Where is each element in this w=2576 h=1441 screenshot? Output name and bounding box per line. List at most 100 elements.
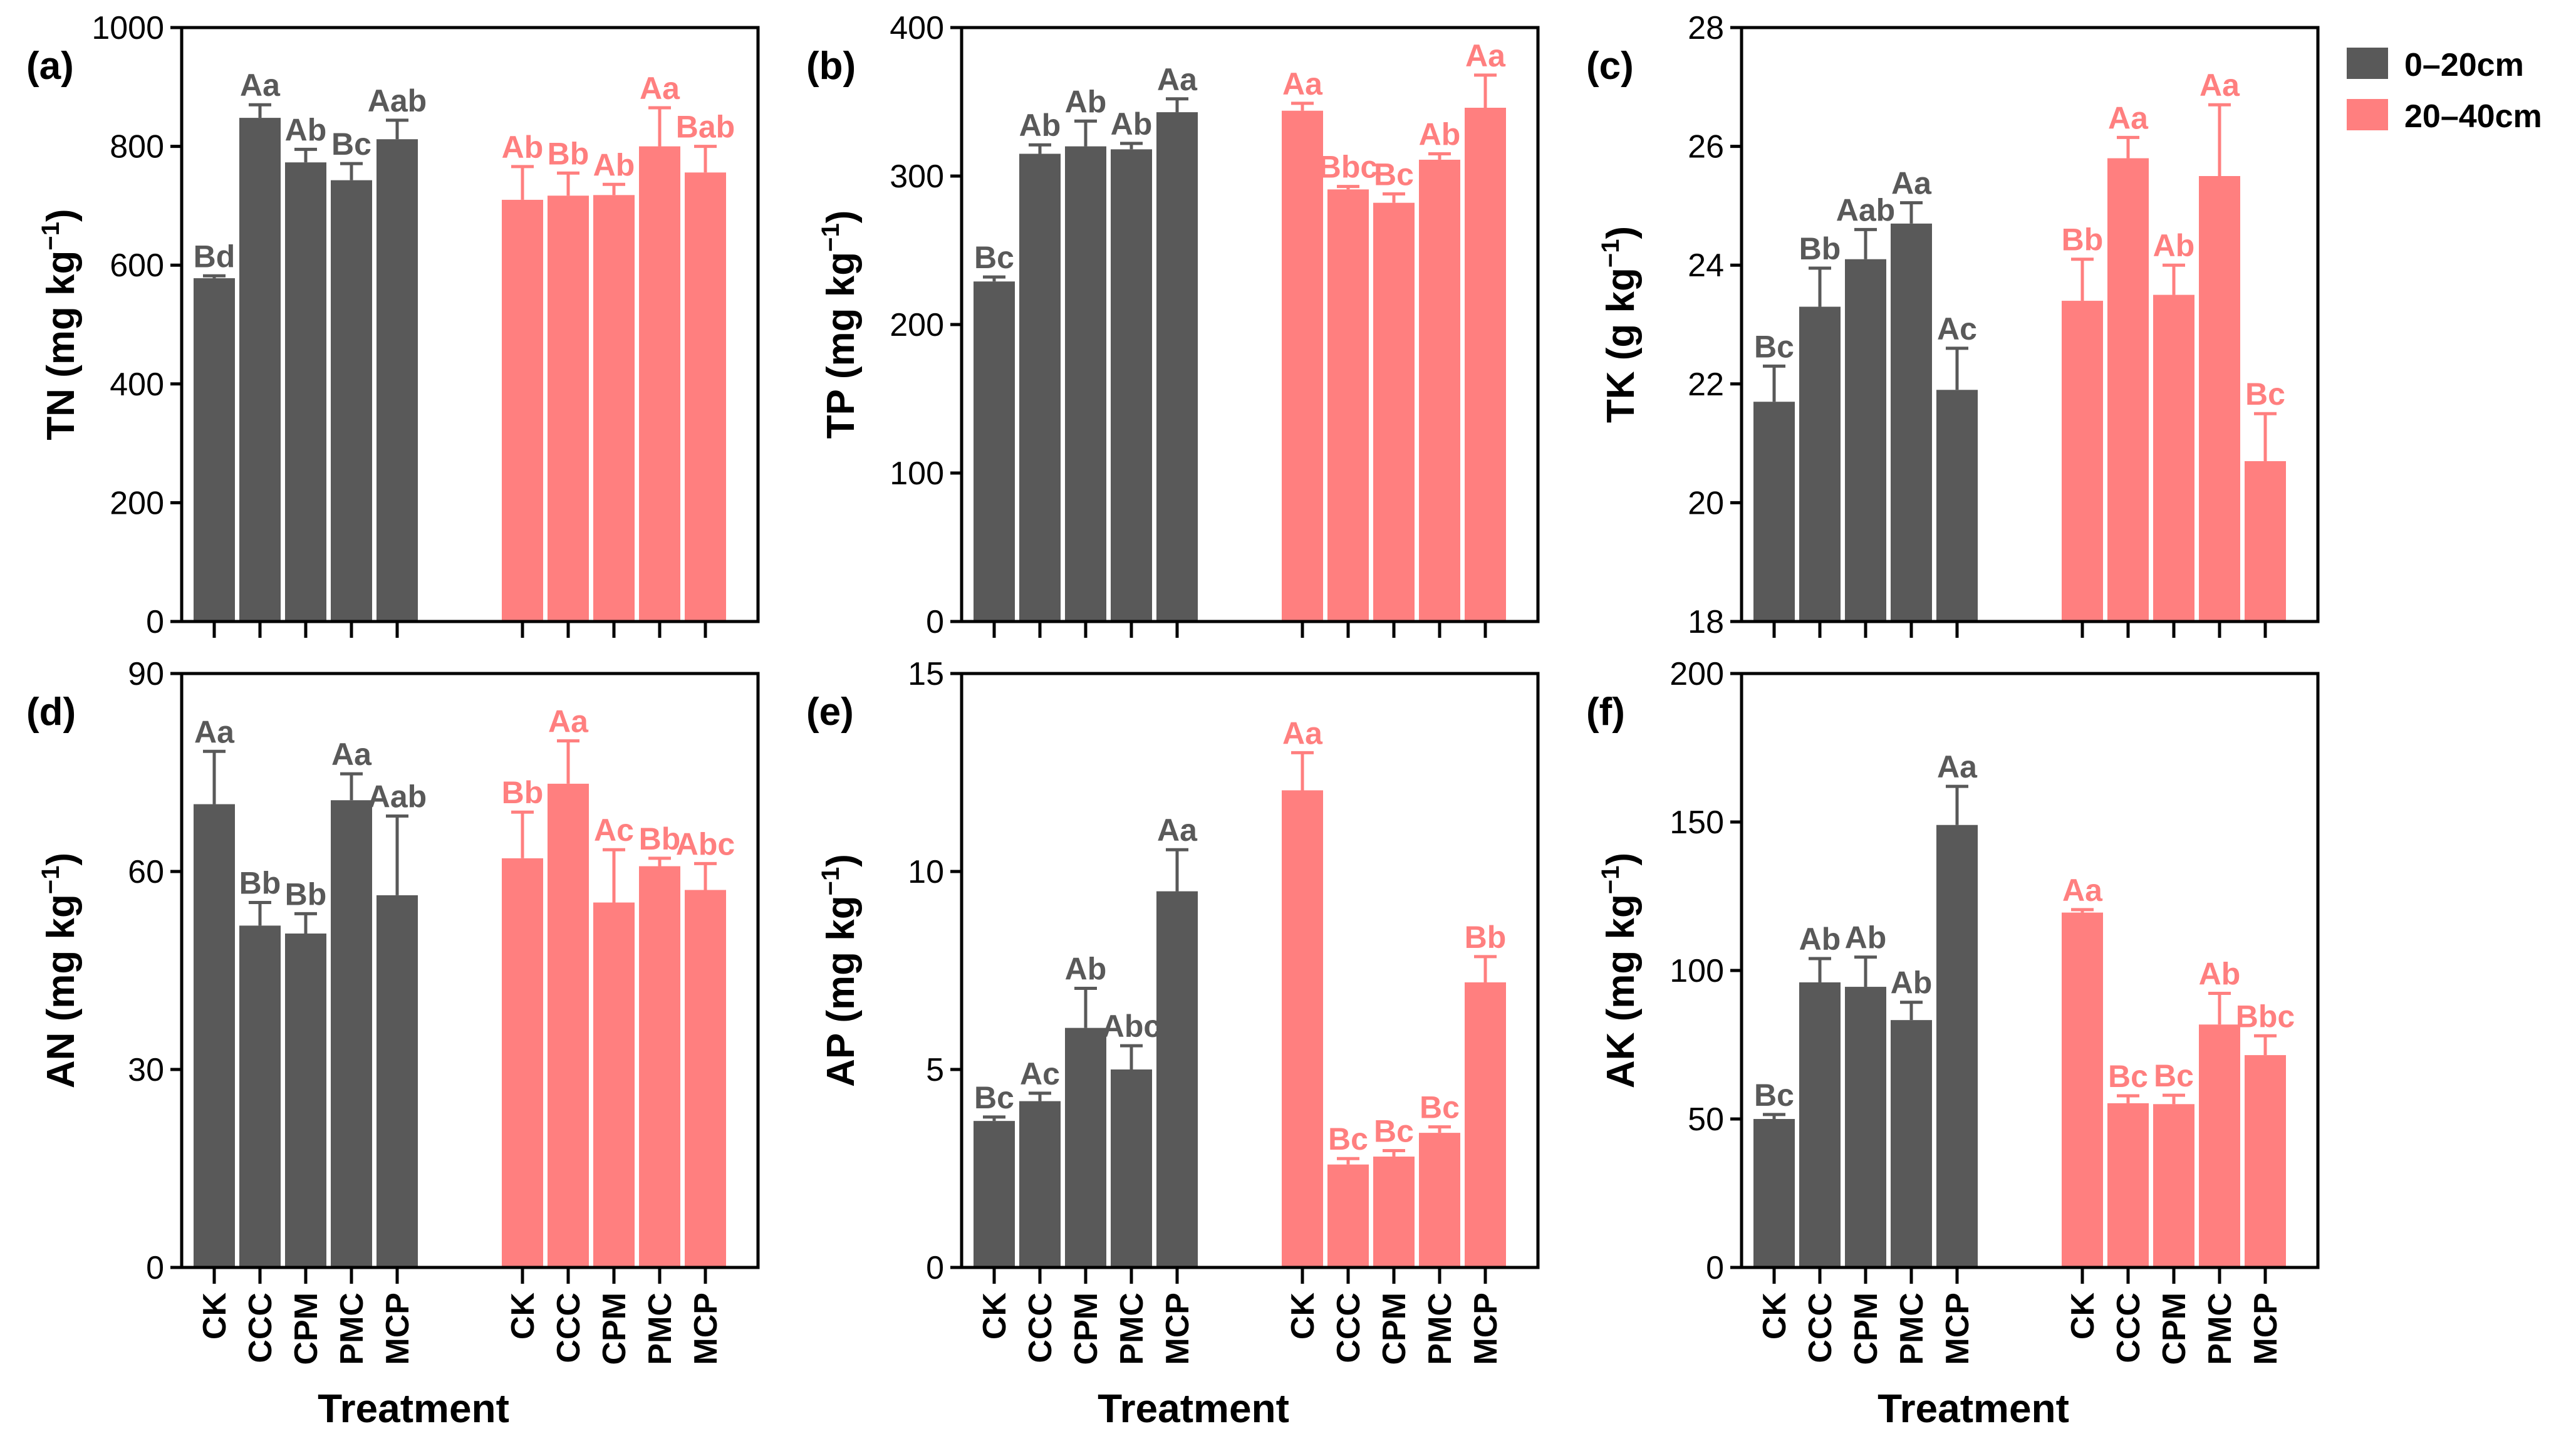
significance-letter: Aa (1937, 749, 1978, 784)
bar-ccc-series-2 (548, 783, 589, 1267)
significance-letter: Bbc (2236, 999, 2295, 1034)
x-category-label-mcp: MCP (1468, 1293, 1504, 1365)
significance-letter: Aa (1282, 66, 1323, 101)
significance-letter: Ab (1799, 922, 1841, 957)
significance-letter: Ac (594, 813, 634, 848)
y-tick-label: 50 (1688, 1101, 1724, 1138)
bar-pmc-series-1 (1111, 149, 1152, 622)
significance-letter: Bc (1754, 329, 1794, 364)
x-category-label-pmc: PMC (334, 1293, 370, 1365)
significance-letter: Bc (1374, 1114, 1414, 1149)
bar-ccc-series-2 (1327, 189, 1369, 622)
significance-letter: Aa (1157, 813, 1198, 848)
significance-letter: Bb (2062, 222, 2104, 258)
x-category-label-ck: CK (1757, 1293, 1793, 1340)
y-tick-label: 600 (110, 247, 164, 284)
significance-letter: Aa (640, 71, 680, 106)
panel-label: (b) (806, 44, 856, 88)
significance-letter: Bc (1754, 1078, 1794, 1113)
y-axis-label: AP (mg kg−1) (817, 854, 863, 1087)
significance-letter: Bb (285, 877, 327, 912)
bar-pmc-series-2 (2199, 176, 2240, 622)
panel-label: (d) (26, 690, 76, 734)
bar-cpm-series-2 (593, 195, 635, 622)
y-axis-label: TK (g kg−1) (1597, 226, 1643, 423)
x-category-label-cpm: CPM (1068, 1293, 1104, 1365)
significance-letter: Bc (1374, 157, 1414, 192)
legend-label-0-20cm: 0–20cm (2404, 47, 2524, 83)
bar-ccc-series-1 (1019, 153, 1061, 622)
y-tick-label: 0 (926, 1250, 944, 1286)
bar-mcp-series-1 (1156, 891, 1198, 1267)
plot-frame (960, 672, 1540, 1269)
panel-label: (c) (1586, 44, 1634, 88)
y-tick-label: 10 (908, 854, 944, 890)
significance-letter: Bc (2108, 1059, 2148, 1094)
legend-swatch-0-20cm (2347, 48, 2388, 79)
significance-letter: Bc (2154, 1058, 2194, 1093)
bar-ck-series-1 (1753, 402, 1795, 622)
y-axis-label: AK (mg kg−1) (1597, 853, 1643, 1088)
significance-letter: Bab (676, 110, 735, 145)
panel-label: (a) (26, 44, 74, 88)
legend-swatch-20-40cm (2347, 99, 2388, 130)
bar-cpm-series-2 (1373, 1157, 1415, 1267)
y-tick-label: 60 (128, 854, 164, 890)
bar-mcp-series-2 (2245, 461, 2286, 622)
bar-cpm-series-2 (1373, 202, 1415, 622)
significance-letter: Bb (502, 775, 544, 810)
x-category-label-ccc: CCC (1802, 1293, 1839, 1363)
bar-ck-series-1 (974, 1121, 1015, 1267)
bar-cpm-series-1 (1065, 1027, 1106, 1267)
significance-letter: Bc (974, 240, 1014, 275)
significance-letter: Aa (548, 704, 589, 739)
y-axis-label: TP (mg kg−1) (817, 211, 863, 439)
significance-letter: Aab (368, 83, 427, 118)
y-tick-label: 20 (1688, 485, 1724, 521)
x-category-label-ccc: CCC (551, 1293, 587, 1363)
y-tick-label: 0 (146, 604, 164, 640)
x-category-label-ck: CK (977, 1293, 1013, 1340)
bar-mcp-series-2 (1465, 982, 1506, 1267)
y-tick-label: 0 (1706, 1250, 1724, 1286)
bar-pmc-series-1 (331, 180, 372, 622)
significance-letter: Ab (2153, 228, 2195, 263)
bar-cpm-series-1 (1065, 146, 1106, 622)
bar-mcp-series-1 (377, 139, 418, 622)
significance-letter: Bc (1328, 1121, 1368, 1157)
significance-letter: Ab (1019, 108, 1061, 143)
y-tick-label: 1000 (91, 10, 164, 46)
bar-ccc-series-2 (548, 195, 589, 622)
significance-letter: Bb (1799, 231, 1841, 266)
significance-letter: Aa (240, 68, 281, 103)
y-axis-label: AN (mg kg−1) (37, 853, 83, 1088)
y-axis-label: TN (mg kg−1) (37, 209, 83, 440)
panel-label: (e) (806, 690, 854, 734)
significance-letter: Ab (1065, 951, 1107, 986)
significance-letter: Ab (1419, 117, 1461, 152)
significance-letter: Bb (639, 821, 681, 856)
bar-mcp-series-2 (2245, 1055, 2286, 1267)
plot-frame (180, 672, 760, 1269)
significance-letter: Aa (2062, 873, 2103, 908)
bar-mcp-series-1 (1936, 825, 1978, 1267)
bar-mcp-series-2 (1465, 107, 1506, 622)
legend-label-20-40cm: 20–40cm (2404, 98, 2542, 135)
bar-cpm-series-1 (1845, 259, 1886, 622)
y-tick-label: 800 (110, 129, 164, 165)
bar-ccc-series-2 (2107, 1103, 2149, 1267)
significance-letter: Aab (368, 779, 427, 814)
significance-letter: Ab (1845, 920, 1887, 955)
bar-ck-series-2 (502, 858, 543, 1267)
x-category-label-ccc: CCC (242, 1293, 279, 1363)
y-tick-label: 5 (926, 1052, 944, 1088)
x-axis-label: Treatment (1877, 1386, 2069, 1431)
bar-mcp-series-1 (1156, 112, 1198, 622)
x-category-label-ck: CK (1285, 1293, 1321, 1340)
bar-cpm-series-2 (2153, 1104, 2194, 1267)
y-tick-label: 100 (1670, 953, 1724, 989)
significance-letter: Bc (1420, 1090, 1460, 1125)
